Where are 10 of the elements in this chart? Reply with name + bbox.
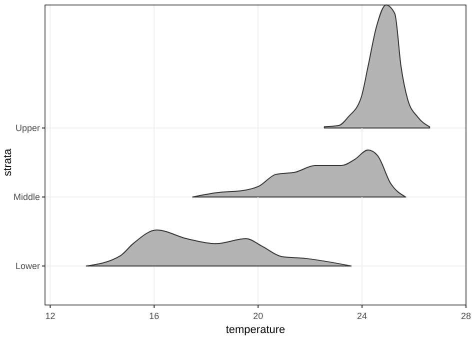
x-axis-title: temperature xyxy=(226,324,286,336)
x-tick-label: 16 xyxy=(149,311,160,321)
x-tick-label: 24 xyxy=(357,311,368,321)
legend-label: Middle xyxy=(13,192,40,202)
legend-label: Upper xyxy=(15,123,40,133)
x-tick-label: 12 xyxy=(45,311,56,321)
x-tick-label: 20 xyxy=(253,311,264,321)
y-axis-title: strata xyxy=(2,148,14,176)
x-tick-label: 28 xyxy=(460,311,472,321)
legend-label: Lower xyxy=(15,261,40,271)
